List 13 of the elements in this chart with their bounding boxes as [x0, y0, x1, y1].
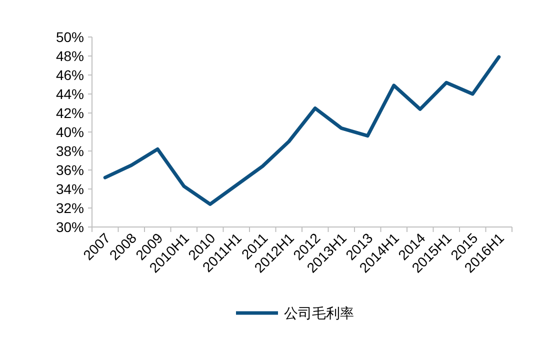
- y-tick-label: 32%: [56, 200, 84, 216]
- legend-label: 公司毛利率: [284, 305, 354, 321]
- y-tick-label: 40%: [56, 124, 84, 140]
- y-tick-label: 34%: [56, 181, 84, 197]
- y-tick-label: 48%: [56, 48, 84, 64]
- y-tick-label: 50%: [56, 29, 84, 45]
- y-tick-label: 36%: [56, 162, 84, 178]
- line-series: [103, 55, 501, 206]
- y-tick-label: 44%: [56, 86, 84, 102]
- y-tick-label: 46%: [56, 67, 84, 83]
- y-tick-label: 30%: [56, 219, 84, 235]
- y-tick-label: 38%: [56, 143, 84, 159]
- y-tick-label: 42%: [56, 105, 84, 121]
